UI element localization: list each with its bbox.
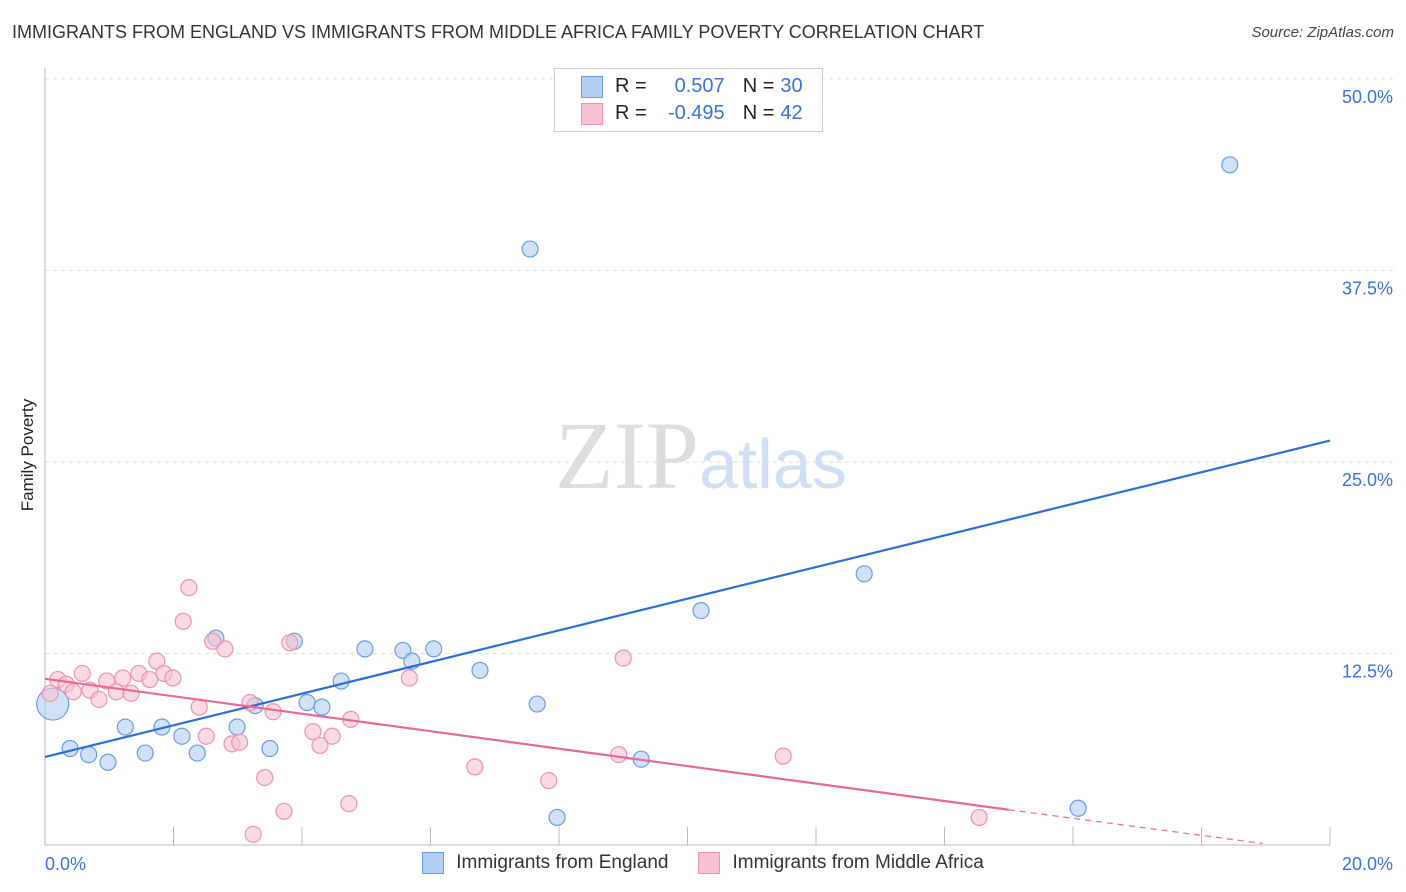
data-point-england: [99, 753, 117, 771]
data-point-middle-africa: [400, 669, 418, 687]
data-point-middle-africa: [256, 768, 274, 787]
data-point-middle-africa: [774, 747, 792, 765]
n-value: 30: [780, 75, 803, 97]
data-point-middle-africa: [41, 684, 59, 702]
trend-line-extension-middle-africa: [1008, 809, 1263, 845]
watermark-zip: ZIP: [555, 402, 699, 509]
data-point-middle-africa: [98, 672, 116, 690]
data-point-middle-africa: [180, 579, 198, 597]
data-point-england: [173, 727, 191, 745]
data-point-middle-africa: [141, 670, 159, 689]
trend-line-england: [44, 439, 1331, 758]
watermark-atlas: atlas: [699, 425, 847, 503]
data-point-england: [471, 661, 489, 679]
data-point-middle-africa: [323, 727, 341, 745]
data-point-england: [261, 739, 279, 758]
data-point-england: [356, 640, 374, 658]
data-point-middle-africa: [340, 795, 358, 813]
legend-item-middle-africa[interactable]: Immigrants from Middle Africa: [698, 852, 984, 874]
data-point-middle-africa: [216, 640, 234, 658]
y-tick-label: 50.0%: [1342, 87, 1393, 107]
data-point-middle-africa: [64, 683, 82, 701]
data-point-middle-africa: [466, 758, 484, 776]
source-label: Source: ZipAtlas.com: [1251, 24, 1394, 41]
legend-row-middle-africa: R = -0.495 N = 42: [581, 102, 803, 125]
data-point-middle-africa: [614, 649, 632, 667]
trend-line-middle-africa: [44, 677, 1009, 811]
n-label: N =: [742, 102, 775, 124]
data-point-middle-africa: [304, 723, 322, 741]
data-point-england: [332, 672, 350, 690]
data-point-england: [116, 718, 134, 736]
r-label: R =: [615, 75, 647, 97]
data-point-england: [228, 718, 246, 736]
r-label: R =: [615, 102, 647, 124]
data-point-england: [136, 744, 154, 762]
data-point-england: [1221, 156, 1239, 174]
y-axis-label: Family Poverty: [18, 398, 37, 512]
data-point-middle-africa: [114, 669, 132, 687]
legend-item-england[interactable]: Immigrants from England: [422, 852, 668, 874]
data-point-middle-africa: [90, 690, 108, 709]
data-point-middle-africa: [970, 808, 988, 827]
pink-swatch: [698, 852, 721, 874]
blue-swatch: [422, 852, 445, 874]
data-point-middle-africa: [540, 772, 558, 790]
x-tick-label: 0.0%: [45, 854, 86, 874]
legend-row-england: R = 0.507 N = 30: [581, 75, 803, 98]
data-point-middle-africa: [244, 825, 262, 843]
data-point-middle-africa: [107, 683, 125, 701]
data-point-middle-africa: [231, 733, 249, 751]
legend-label: Immigrants from Middle Africa: [732, 852, 984, 873]
data-point-middle-africa: [197, 727, 215, 745]
data-point-middle-africa: [164, 669, 182, 687]
data-point-england: [80, 746, 98, 764]
data-point-england: [521, 240, 539, 258]
pink-swatch: [581, 102, 603, 125]
y-tick-label: 37.5%: [1342, 279, 1393, 299]
x-tick-label: 20.0%: [1342, 854, 1393, 874]
watermark: ZIPatlas: [555, 400, 847, 511]
data-point-england: [298, 693, 316, 712]
n-value: 42: [780, 102, 803, 124]
data-point-england: [425, 640, 443, 658]
data-point-middle-africa: [174, 612, 192, 630]
series-legend: Immigrants from England Immigrants from …: [0, 852, 1406, 874]
data-point-england: [528, 695, 546, 713]
data-point-england: [1069, 799, 1087, 817]
data-point-middle-africa: [122, 684, 140, 702]
y-tick-label: 25.0%: [1342, 470, 1393, 490]
blue-swatch: [581, 75, 603, 98]
data-point-middle-africa: [204, 632, 222, 650]
data-point-middle-africa: [610, 746, 628, 764]
data-point-middle-africa: [264, 703, 282, 721]
data-point-middle-africa: [311, 736, 329, 755]
r-value: 0.507: [674, 75, 725, 97]
data-point-middle-africa: [73, 664, 91, 683]
data-point-middle-africa: [281, 634, 299, 652]
chart-title: IMMIGRANTS FROM ENGLAND VS IMMIGRANTS FR…: [12, 22, 985, 42]
data-point-england: [548, 808, 566, 827]
n-label: N =: [742, 75, 775, 97]
data-point-england: [188, 744, 206, 762]
data-point-england: [313, 698, 331, 716]
data-point-england: [855, 565, 873, 583]
r-value: -0.495: [667, 102, 725, 124]
stats-legend: R = 0.507 N = 30 R = -0.495 N = 42: [554, 68, 823, 132]
data-point-middle-africa: [275, 802, 293, 820]
legend-label: Immigrants from England: [456, 852, 669, 873]
data-point-england: [692, 602, 710, 620]
y-tick-label: 12.5%: [1342, 662, 1393, 682]
